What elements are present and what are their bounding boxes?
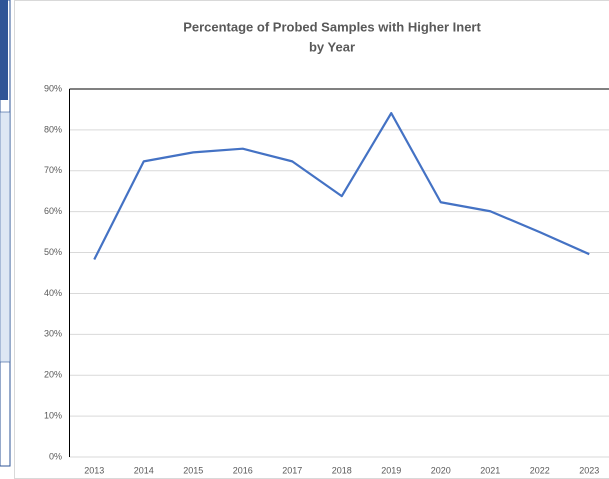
x-tick-label: 2020 — [431, 465, 451, 475]
data-line — [93, 112, 590, 261]
x-tick-label: 2021 — [480, 465, 500, 475]
x-tick-label: 2015 — [183, 465, 203, 475]
y-tick-label: 80% — [44, 124, 62, 134]
x-tick-label: 2019 — [381, 465, 401, 475]
x-tick-label: 2018 — [332, 465, 352, 475]
y-tick-label: 30% — [44, 329, 62, 339]
x-tick-label: 2016 — [233, 465, 253, 475]
x-tick-label: 2023 — [579, 465, 599, 475]
x-tick-label: 2014 — [134, 465, 154, 475]
y-tick-label: 10% — [44, 410, 62, 420]
y-tick-label: 20% — [44, 370, 62, 380]
x-tick-label: 2017 — [282, 465, 302, 475]
y-tick-label: 40% — [44, 288, 62, 298]
x-tick-label: 2022 — [530, 465, 550, 475]
spreadsheet-edge — [0, 0, 11, 467]
x-tick-label: 2013 — [84, 465, 104, 475]
y-tick-label: 50% — [44, 247, 62, 257]
chart-title: Percentage of Probed Samples with Higher… — [183, 19, 481, 34]
sheet-header — [0, 0, 8, 100]
sheet-cells — [0, 111, 11, 363]
chart-title: by Year — [309, 39, 355, 54]
y-tick-label: 90% — [44, 83, 62, 93]
y-tick-label: 60% — [44, 206, 62, 216]
y-tick-label: 0% — [49, 451, 62, 461]
y-tick-label: 70% — [44, 165, 62, 175]
